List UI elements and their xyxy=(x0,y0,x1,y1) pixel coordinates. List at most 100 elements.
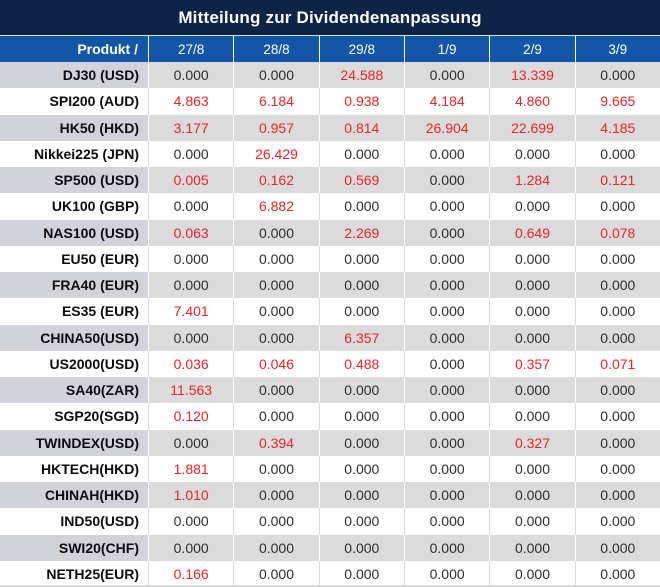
dividend-value: 6.357 xyxy=(318,324,404,351)
dividend-value: 0.000 xyxy=(574,455,660,482)
dividend-value: 3.177 xyxy=(148,114,234,141)
dividend-value: 24.588 xyxy=(318,62,404,89)
dividend-value: 0.000 xyxy=(318,140,404,167)
dividend-value: 0.000 xyxy=(233,455,318,482)
table-body: DJ30 (USD) 0.000 0.000 24.588 0.000 13.339 0.0… xyxy=(0,62,660,585)
column-header-date-3: 29/8 xyxy=(318,36,404,62)
table-row: US2000(USD) 0.036 0.046 0.488 0.000 0.357 0.07… xyxy=(0,350,660,377)
product-name: HKTECH(HKD) xyxy=(41,460,139,477)
product-name: SWI20(CHF) xyxy=(0,534,148,561)
column-header-date-6: 3/9 xyxy=(574,36,660,62)
dividend-value: 0.000 xyxy=(403,455,489,482)
dividend-value: 0.000 xyxy=(489,377,575,404)
dividend-value: 0.121 xyxy=(574,167,660,194)
dividend-value: 0.000 xyxy=(574,482,660,509)
dividend-value: 0.071 xyxy=(574,350,660,377)
dividend-value: 0.000 xyxy=(574,403,660,430)
dividend-value: 4.863 xyxy=(148,88,233,115)
dividend-value: 0.000 xyxy=(403,377,490,404)
dividend-value: 0.000 xyxy=(233,245,318,272)
dividend-value: 0.000 xyxy=(318,534,404,561)
table-row: SPI200 (AUD) 4.863 6.184 0.938 4.184 4.860 9.6… xyxy=(0,88,660,115)
dividend-value: 0.000 xyxy=(233,324,319,351)
dividend-value: 0.000 xyxy=(233,560,318,585)
dividend-value: 0.063 xyxy=(148,219,234,246)
dividend-value: 0.000 xyxy=(489,298,574,325)
dividend-value: 0.000 xyxy=(318,508,404,535)
dividend-value: 0.000 xyxy=(318,429,404,456)
dividend-value: 0.000 xyxy=(403,272,490,299)
dividend-value: 0.000 xyxy=(489,560,574,585)
product-name: FRA40 (EUR) xyxy=(0,272,148,299)
dividend-value: 11.563 xyxy=(148,377,234,404)
dividend-value: 13.339 xyxy=(489,62,575,89)
dividend-value: 0.000 xyxy=(403,298,489,325)
dividend-value: 0.488 xyxy=(318,350,404,377)
dividend-value: 0.005 xyxy=(148,167,234,194)
dividend-value: 0.000 xyxy=(574,245,660,272)
dividend-value: 0.000 xyxy=(574,534,660,561)
dividend-value: 0.000 xyxy=(574,560,660,585)
dividend-value: 0.000 xyxy=(403,403,489,430)
dividend-value: 0.000 xyxy=(233,272,319,299)
dividend-value: 0.000 xyxy=(318,560,404,585)
dividend-value: 0.000 xyxy=(318,193,404,220)
dividend-value: 0.120 xyxy=(148,403,233,430)
product-name: TWINDEX(USD) xyxy=(0,429,148,456)
table-row: NAS100 (USD) 0.063 0.000 2.269 0.000 0.649 0.0… xyxy=(0,219,660,246)
dividend-value: 0.000 xyxy=(148,245,233,272)
dividend-value: 0.000 xyxy=(574,429,660,456)
dividend-value: 0.000 xyxy=(148,140,233,167)
dividend-value: 0.000 xyxy=(403,482,490,509)
product-name: SP500 (USD) xyxy=(0,167,148,194)
dividend-value: 0.000 xyxy=(148,429,234,456)
dividend-value: 0.000 xyxy=(489,403,574,430)
product-name: SA40(ZAR) xyxy=(0,377,148,404)
dividend-value: 0.814 xyxy=(318,114,404,141)
table-header-row: Produkt / 27/8 28/8 29/8 1/9 2/9 3/9 xyxy=(0,36,660,62)
dividend-value: 4.860 xyxy=(489,88,574,115)
dividend-value: 0.000 xyxy=(148,508,233,535)
dividend-value: 0.938 xyxy=(318,88,404,115)
product-name: US2000(USD) xyxy=(49,355,139,372)
dividend-value: 26.904 xyxy=(403,114,490,141)
dividend-value: 0.000 xyxy=(489,482,575,509)
dividend-value: 0.000 xyxy=(489,324,575,351)
product-name: ES35 (EUR) xyxy=(61,303,139,320)
dividend-value: 0.000 xyxy=(403,324,490,351)
dividend-value: 1.881 xyxy=(148,455,233,482)
table-row: UK100 (GBP) 0.000 6.882 0.000 0.000 0.000 0.00… xyxy=(0,193,660,220)
table-row: HK50 (HKD) 3.177 0.957 0.814 26.904 22.699 4.1… xyxy=(0,114,660,141)
dividend-value: 1.010 xyxy=(148,482,234,509)
dividend-value: 0.000 xyxy=(403,62,490,89)
table-row: NETH25(EUR) 0.166 0.000 0.000 0.000 0.000 0.00… xyxy=(0,560,660,585)
dividend-value: 0.000 xyxy=(403,429,490,456)
dividend-value: 4.184 xyxy=(403,88,489,115)
dividend-value: 0.036 xyxy=(148,350,233,377)
dividend-value: 0.046 xyxy=(233,350,318,377)
dividend-value: 0.000 xyxy=(233,482,319,509)
dividend-value: 0.000 xyxy=(233,298,318,325)
dividend-value: 0.000 xyxy=(403,219,490,246)
product-name: IND50(USD) xyxy=(60,513,139,530)
dividend-value: 0.000 xyxy=(318,377,404,404)
table-row: FRA40 (EUR) 0.000 0.000 0.000 0.000 0.000 0.00… xyxy=(0,272,660,299)
table-row: EU50 (EUR) 0.000 0.000 0.000 0.000 0.000 0.000 xyxy=(0,245,660,272)
dividend-value: 0.649 xyxy=(489,219,575,246)
table-row: HKTECH(HKD) 1.881 0.000 0.000 0.000 0.000 0.00… xyxy=(0,455,660,482)
dividend-value: 22.699 xyxy=(489,114,575,141)
column-header-date-5: 2/9 xyxy=(489,36,574,62)
dividend-value: 0.000 xyxy=(489,140,574,167)
dividend-value: 0.000 xyxy=(233,403,318,430)
dividend-value: 0.000 xyxy=(403,140,489,167)
dividend-value: 4.185 xyxy=(574,114,660,141)
dividend-value: 0.394 xyxy=(233,429,319,456)
dividend-value: 0.000 xyxy=(403,508,489,535)
dividend-value: 0.162 xyxy=(233,167,319,194)
dividend-value: 0.357 xyxy=(489,350,574,377)
dividend-value: 0.000 xyxy=(233,377,319,404)
dividend-value: 1.284 xyxy=(489,167,575,194)
dividend-value: 0.000 xyxy=(403,193,489,220)
dividend-value: 0.000 xyxy=(574,272,660,299)
dividend-value: 0.000 xyxy=(148,534,234,561)
